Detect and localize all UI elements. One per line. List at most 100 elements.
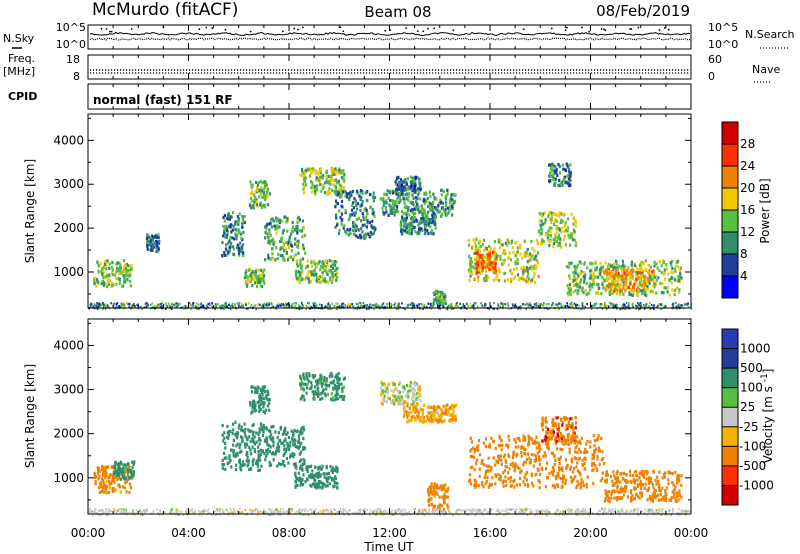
data-cell xyxy=(281,441,284,445)
ground-scatter-cell xyxy=(267,304,270,307)
data-cell xyxy=(256,183,259,187)
data-cell xyxy=(125,274,128,278)
data-cell xyxy=(663,271,666,275)
data-cell xyxy=(249,273,252,277)
data-cell xyxy=(593,282,596,286)
data-cell xyxy=(149,239,152,243)
ground-scatter-cell xyxy=(146,302,149,305)
data-cell xyxy=(580,270,583,274)
data-cell xyxy=(371,219,374,223)
ground-scatter-cell xyxy=(265,304,267,307)
data-cell xyxy=(487,252,490,256)
data-cell xyxy=(677,265,680,269)
data-cell xyxy=(263,186,266,190)
data-cell xyxy=(547,214,550,218)
data-cell xyxy=(432,291,435,295)
power-panel-frame xyxy=(87,113,692,309)
data-cell xyxy=(451,197,454,201)
data-cell xyxy=(589,440,592,444)
data-cell xyxy=(335,189,338,193)
data-cell xyxy=(364,235,367,239)
data-cell xyxy=(117,267,120,271)
data-cell xyxy=(394,200,397,205)
data-cell xyxy=(310,272,314,276)
data-cell xyxy=(307,278,310,282)
data-cell xyxy=(670,270,673,274)
data-cell xyxy=(294,484,297,488)
data-cell xyxy=(630,273,633,277)
data-cell xyxy=(532,484,535,488)
data-cell xyxy=(236,221,239,225)
data-cell xyxy=(270,217,273,222)
data-cell xyxy=(275,446,278,450)
nsky-tick-hi: 10^5 xyxy=(56,21,86,34)
data-cell xyxy=(655,262,658,266)
data-cell xyxy=(99,483,102,487)
data-cell xyxy=(431,219,435,223)
ground-scatter-cell xyxy=(250,303,253,307)
data-cell xyxy=(294,445,297,449)
data-cell xyxy=(251,400,254,404)
data-cell xyxy=(553,171,556,175)
data-cell xyxy=(508,455,511,459)
data-cell xyxy=(313,184,316,188)
data-cell xyxy=(221,240,224,245)
data-cell xyxy=(330,372,333,376)
data-cell xyxy=(355,189,359,193)
ground-scatter-cell xyxy=(607,305,610,308)
data-cell xyxy=(383,394,386,398)
nave-label: Nave xyxy=(752,63,780,76)
ground-scatter-cell xyxy=(412,305,415,308)
data-cell xyxy=(572,271,575,275)
data-cell xyxy=(399,390,402,394)
ground-scatter-cell xyxy=(636,302,639,305)
data-cell xyxy=(446,403,449,407)
data-cell xyxy=(251,277,254,281)
data-cell xyxy=(477,246,480,250)
data-cell xyxy=(530,437,534,441)
data-cell xyxy=(629,269,632,273)
data-cell xyxy=(412,392,415,396)
data-cell xyxy=(236,431,239,435)
data-cell xyxy=(311,183,314,187)
ground-scatter-cell xyxy=(425,305,428,308)
data-cell xyxy=(427,232,430,236)
data-cell xyxy=(390,388,393,392)
ground-scatter-cell xyxy=(520,306,522,309)
data-cell xyxy=(240,425,243,429)
ground-scatter-cell xyxy=(328,304,331,308)
data-cell xyxy=(454,416,457,420)
data-cell xyxy=(242,219,245,223)
data-cell xyxy=(523,483,527,487)
data-cell xyxy=(334,268,337,272)
data-cell xyxy=(274,258,277,262)
data-cell xyxy=(418,186,421,190)
ground-scatter-cell xyxy=(456,301,458,305)
data-cell xyxy=(127,273,131,277)
data-cell xyxy=(474,247,477,252)
data-cell xyxy=(238,446,241,450)
data-cell xyxy=(225,243,228,247)
ground-scatter-cell xyxy=(217,303,219,306)
data-cell xyxy=(318,381,321,385)
data-cell xyxy=(444,412,447,416)
data-cell xyxy=(275,224,279,228)
ground-scatter-cell xyxy=(336,302,339,305)
ground-scatter-cell xyxy=(610,302,613,305)
data-cell xyxy=(602,286,605,290)
data-cell xyxy=(555,167,558,171)
data-cell xyxy=(412,177,415,181)
data-cell xyxy=(381,197,384,201)
data-cell xyxy=(292,439,295,443)
data-cell xyxy=(631,289,634,293)
ground-scatter-cell xyxy=(192,302,194,305)
data-cell xyxy=(443,507,446,512)
data-cell xyxy=(544,221,547,225)
ground-scatter-cell xyxy=(438,307,440,310)
data-cell xyxy=(331,274,334,278)
ground-scatter-cell xyxy=(635,304,637,307)
data-cell xyxy=(537,274,540,278)
data-cell xyxy=(413,410,417,414)
data-cell xyxy=(569,174,572,178)
data-cell xyxy=(623,268,626,272)
